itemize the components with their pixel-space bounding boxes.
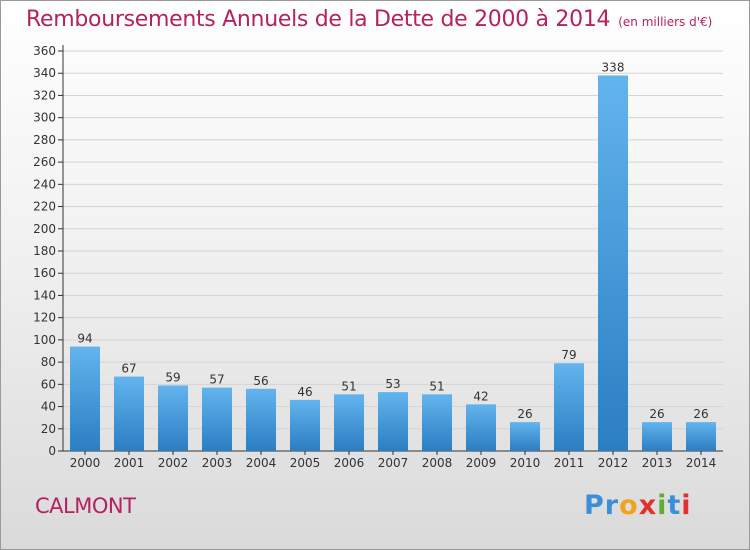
y-tick-label: 160 [33, 266, 56, 280]
bar-value-label: 51 [429, 379, 444, 393]
bar [158, 385, 188, 451]
y-tick-label: 340 [33, 66, 56, 80]
bar [686, 422, 716, 451]
commune-name: CALMONT [35, 494, 136, 518]
x-tick-label: 2003 [202, 456, 233, 470]
bar [246, 388, 276, 451]
y-tick-label: 0 [48, 444, 56, 458]
logo-letter: o [619, 490, 639, 521]
bar [466, 404, 496, 451]
x-tick-label: 2013 [642, 456, 673, 470]
y-tick-label: 100 [33, 333, 56, 347]
bar-value-label: 26 [649, 407, 664, 421]
bar-value-label: 42 [473, 389, 488, 403]
bar [598, 75, 628, 451]
bar [510, 422, 540, 451]
x-tick-label: 2008 [422, 456, 453, 470]
y-tick-label: 20 [41, 422, 56, 436]
y-tick-label: 140 [33, 288, 56, 302]
x-tick-label: 2000 [70, 456, 101, 470]
x-tick-label: 2012 [598, 456, 629, 470]
logo-letter: r [604, 490, 620, 521]
x-tick-label: 2004 [246, 456, 277, 470]
bar [422, 394, 452, 451]
bar-value-label: 79 [561, 348, 576, 362]
chart-title-text: Remboursements Annuels de la Dette de 20… [26, 7, 611, 32]
x-tick-label: 2010 [510, 456, 541, 470]
logo-letter: t [667, 490, 682, 521]
x-tick-label: 2011 [554, 456, 585, 470]
bar-value-label: 26 [517, 407, 532, 421]
chart-subtitle: (en milliers d'€) [618, 15, 713, 29]
proxiti-logo: Proxiti [584, 490, 692, 521]
x-tick-label: 2014 [686, 456, 717, 470]
logo-letter: i [657, 490, 668, 521]
logo-letter: i [681, 490, 692, 521]
y-tick-label: 300 [33, 111, 56, 125]
bar-value-label: 46 [297, 385, 312, 399]
bar-value-label: 338 [602, 60, 625, 74]
x-tick-label: 2006 [334, 456, 365, 470]
y-tick-label: 320 [33, 88, 56, 102]
y-tick-label: 280 [33, 133, 56, 147]
bar-value-label: 59 [165, 370, 180, 384]
bar-value-label: 56 [253, 374, 268, 388]
y-tick-label: 180 [33, 244, 56, 258]
logo-letter: P [584, 490, 605, 521]
x-tick-label: 2007 [378, 456, 409, 470]
bar-value-label: 51 [341, 379, 356, 393]
bar [334, 394, 364, 451]
y-tick-label: 120 [33, 311, 56, 325]
y-tick-label: 80 [41, 355, 56, 369]
y-tick-label: 220 [33, 200, 56, 214]
y-tick-label: 360 [33, 44, 56, 58]
x-tick-label: 2002 [158, 456, 189, 470]
y-tick-label: 40 [41, 400, 56, 414]
bar [70, 346, 100, 451]
bar [378, 392, 408, 451]
x-tick-label: 2001 [114, 456, 145, 470]
bar-value-label: 53 [385, 377, 400, 391]
bar-value-label: 57 [209, 373, 224, 387]
bar [290, 399, 320, 451]
bar-value-label: 94 [77, 332, 92, 346]
bar [642, 422, 672, 451]
y-tick-label: 260 [33, 155, 56, 169]
x-tick-label: 2009 [466, 456, 497, 470]
y-tick-label: 240 [33, 177, 56, 191]
bar [202, 387, 232, 451]
bar-value-label: 26 [693, 407, 708, 421]
bar [114, 376, 144, 451]
x-tick-label: 2005 [290, 456, 321, 470]
bar-value-label: 67 [121, 362, 136, 376]
y-tick-label: 60 [41, 377, 56, 391]
logo-letter: x [638, 490, 658, 521]
chart-title: Remboursements Annuels de la Dette de 20… [26, 7, 712, 32]
y-tick-label: 200 [33, 222, 56, 236]
bar [554, 363, 584, 451]
